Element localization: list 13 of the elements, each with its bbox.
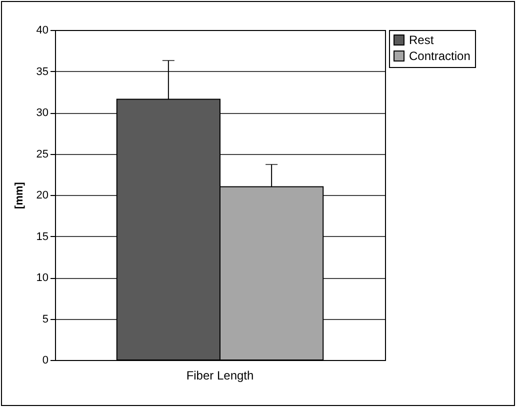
y-tick-label: 5 xyxy=(42,313,48,326)
y-tick-label: 40 xyxy=(36,24,48,36)
y-tick-label: 15 xyxy=(36,230,48,243)
y-tick-label: 35 xyxy=(36,66,48,78)
y-axis-title: [mm] xyxy=(13,182,26,209)
legend-label: Rest xyxy=(409,33,434,47)
y-tick-label: 25 xyxy=(36,148,48,160)
y-tick-label: 0 xyxy=(42,354,48,366)
y-tick-label: 20 xyxy=(36,190,48,202)
y-tick-label: 10 xyxy=(36,272,48,284)
x-tick-label: Fiber Length xyxy=(186,368,254,382)
legend-label: Contraction xyxy=(409,49,470,63)
y-tick-label: 30 xyxy=(36,107,48,119)
